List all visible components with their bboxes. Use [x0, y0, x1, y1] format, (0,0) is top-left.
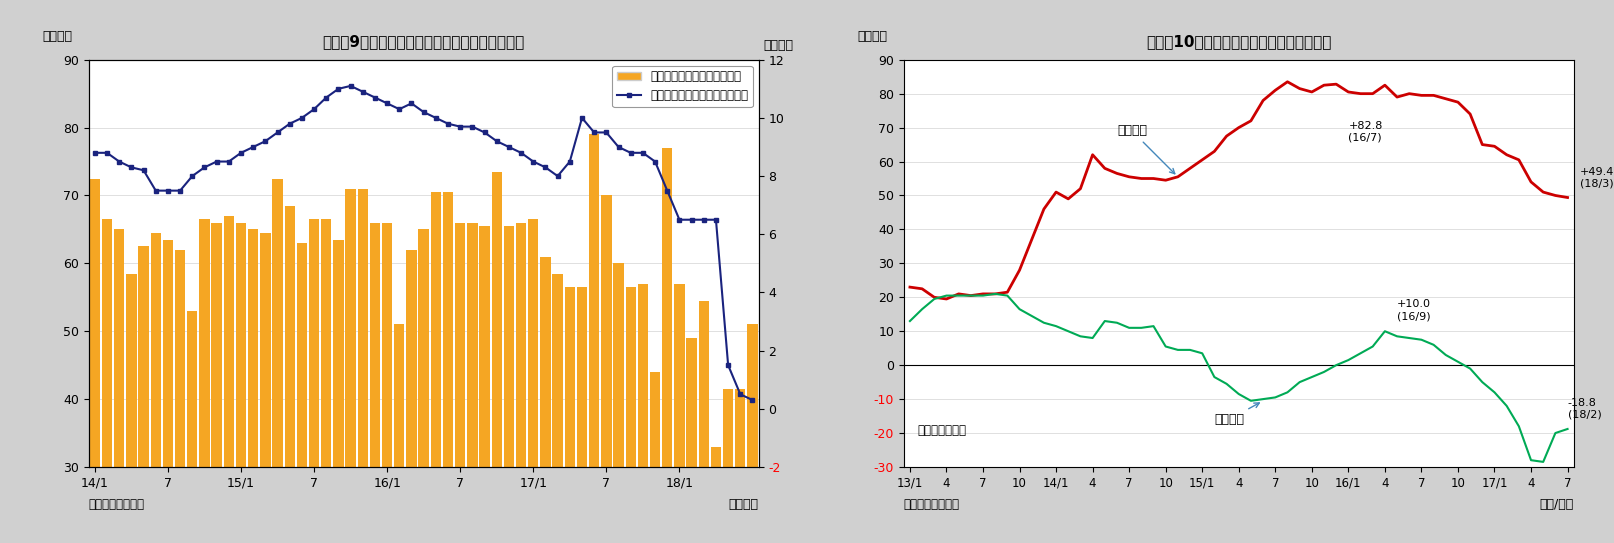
Bar [565, 287, 575, 543]
Title: （図表10）日銀国債保有残高の前年比増減: （図表10）日銀国債保有残高の前年比増減 [1146, 34, 1332, 49]
Text: +82.8
(16/7): +82.8 (16/7) [1348, 121, 1383, 142]
Bar [516, 223, 526, 543]
Bar [358, 188, 368, 543]
Bar [418, 229, 429, 543]
Bar [383, 223, 392, 543]
Bar [455, 223, 465, 543]
Text: （兆円）: （兆円） [857, 30, 888, 43]
Bar [297, 243, 307, 543]
Text: 短期国債: 短期国債 [1214, 403, 1259, 426]
Bar [332, 239, 344, 543]
Bar [747, 325, 757, 543]
Bar [504, 226, 515, 543]
Text: （資料）日本銀行: （資料）日本銀行 [89, 498, 145, 511]
Bar [466, 223, 478, 543]
Bar [662, 148, 673, 543]
Text: （兆円）: （兆円） [763, 39, 794, 52]
Bar [102, 219, 113, 543]
Bar [199, 219, 210, 543]
Text: （年/月）: （年/月） [1540, 498, 1574, 511]
Bar [431, 192, 441, 543]
Bar [211, 223, 221, 543]
Text: +49.4
(18/3): +49.4 (18/3) [1580, 167, 1614, 188]
Text: （兆円）: （兆円） [42, 30, 73, 43]
Bar [321, 219, 331, 543]
Bar [126, 274, 137, 543]
Bar [675, 283, 684, 543]
Bar [442, 192, 454, 543]
Bar [479, 226, 489, 543]
Bar [150, 233, 161, 543]
Bar [541, 256, 550, 543]
Bar [187, 311, 197, 543]
Bar [576, 287, 587, 543]
Bar [650, 372, 660, 543]
Bar [236, 223, 247, 543]
Bar [528, 219, 539, 543]
Bar [115, 229, 124, 543]
Bar [626, 287, 636, 543]
Bar [686, 338, 697, 543]
Bar [734, 389, 746, 543]
Bar [394, 325, 405, 543]
Title: （図表9）マネタリーベース残高と前月比の推移: （図表9）マネタリーベース残高と前月比の推移 [323, 34, 525, 49]
Bar [284, 206, 295, 543]
Bar [139, 247, 148, 543]
Bar [163, 239, 173, 543]
Bar [407, 250, 416, 543]
Bar [90, 179, 100, 543]
Bar [249, 229, 258, 543]
Bar [174, 250, 186, 543]
Bar [589, 135, 599, 543]
Bar [345, 188, 355, 543]
Bar [600, 195, 612, 543]
Text: 長期国債: 長期国債 [1117, 124, 1175, 174]
Bar [699, 301, 709, 543]
Text: +10.0
(16/9): +10.0 (16/9) [1398, 299, 1432, 321]
Bar [552, 274, 563, 543]
Bar [492, 172, 502, 543]
Bar [710, 446, 721, 543]
Text: （資料）日本銀行: （資料）日本銀行 [904, 498, 960, 511]
Bar [224, 216, 234, 543]
Text: （年月）: （年月） [728, 498, 759, 511]
Bar [260, 233, 271, 543]
Text: -18.8
(18/2): -18.8 (18/2) [1567, 398, 1601, 419]
Text: （月末ベース）: （月末ベース） [917, 425, 967, 438]
Bar [638, 283, 649, 543]
Bar [370, 223, 381, 543]
Bar [613, 263, 623, 543]
Legend: 季節調整済み前月差（右軸）, マネタリーベース末残の前年差: 季節調整済み前月差（右軸）, マネタリーベース末残の前年差 [612, 66, 752, 107]
Bar [723, 389, 733, 543]
Bar [273, 179, 282, 543]
Bar [308, 219, 320, 543]
